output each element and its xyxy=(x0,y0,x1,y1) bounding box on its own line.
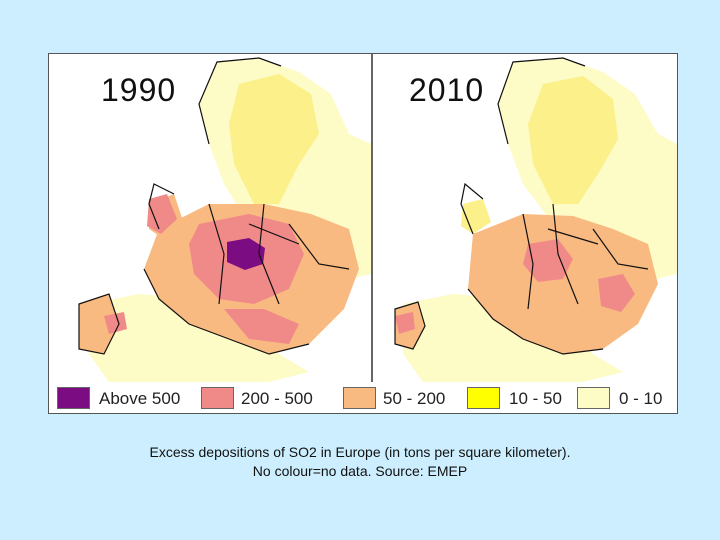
year-label-2010: 2010 xyxy=(409,72,485,108)
legend-label: 50 - 200 xyxy=(383,389,446,408)
legend-swatch xyxy=(343,387,376,409)
legend: Above 500 200 - 500 50 - 200 10 - 50 0 -… xyxy=(49,382,677,413)
legend-swatch xyxy=(57,387,90,409)
europe-map-2010 xyxy=(394,57,677,382)
legend-swatch xyxy=(577,387,610,409)
europe-map-1990 xyxy=(78,57,371,382)
legend-label: 200 - 500 xyxy=(241,389,313,408)
year-label-1990: 1990 xyxy=(101,72,177,108)
legend-swatch xyxy=(467,387,500,409)
figure-caption: Excess depositions of SO2 in Europe (in … xyxy=(0,443,720,481)
caption-line-1: Excess depositions of SO2 in Europe (in … xyxy=(149,444,571,460)
map-panel-2010: 2010 xyxy=(373,54,677,382)
map-panel-1990: 1990 xyxy=(49,54,371,382)
panel-divider xyxy=(371,54,373,382)
legend-swatch xyxy=(201,387,234,409)
legend-label: Above 500 xyxy=(99,389,181,408)
legend-label: 10 - 50 xyxy=(509,389,562,408)
map-figure: 1990 2010 xyxy=(48,53,678,414)
legend-label: 0 - 10 xyxy=(619,389,663,408)
caption-line-2: No colour=no data. Source: EMEP xyxy=(252,463,468,479)
